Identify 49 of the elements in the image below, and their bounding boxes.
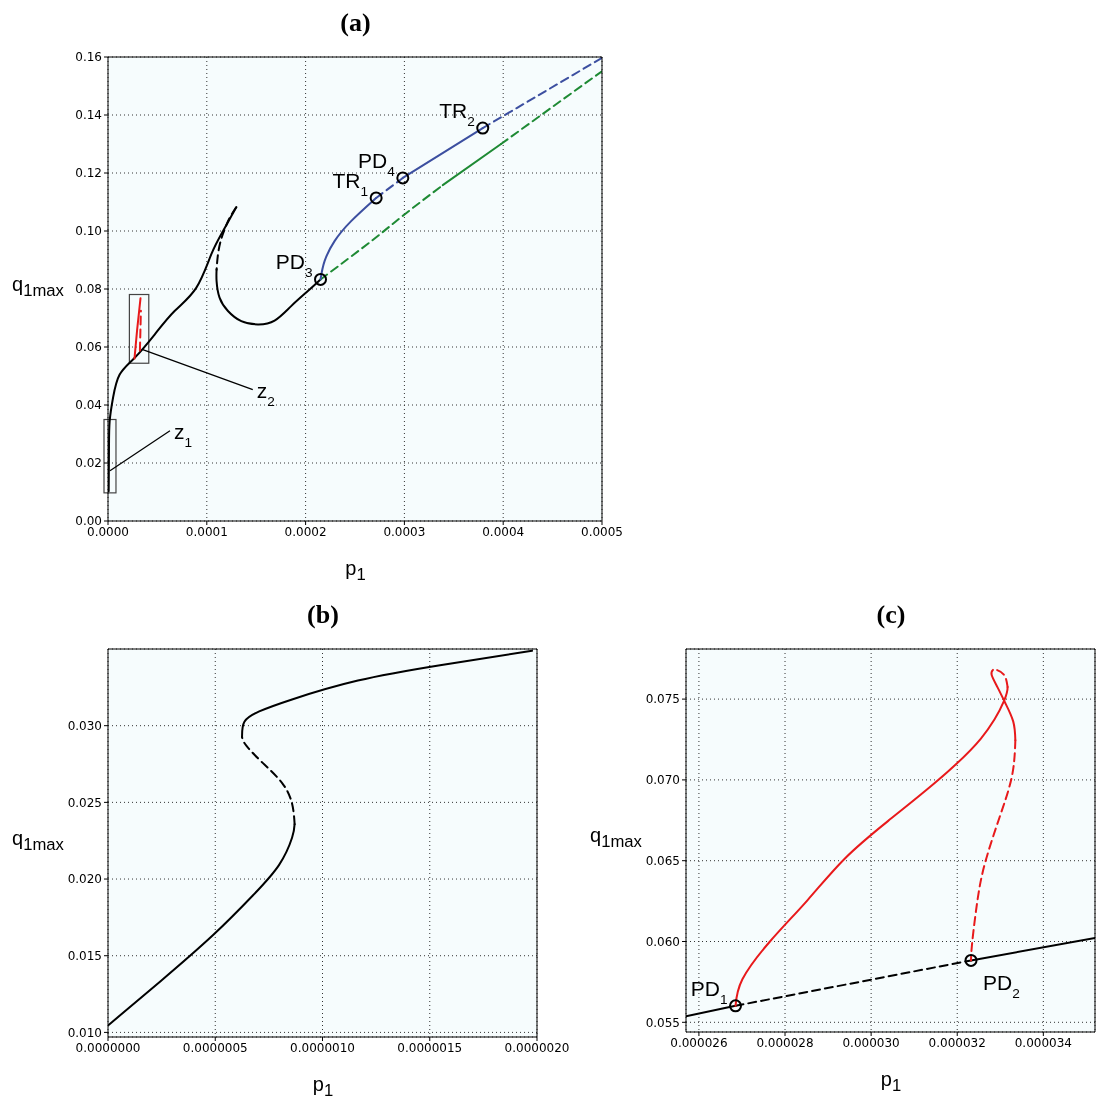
annotation: PD$_{3}$ bbox=[275, 250, 313, 280]
y-tick-label: 0.015 bbox=[67, 948, 102, 963]
x-tick-label: 0.0004 bbox=[482, 524, 525, 539]
x-tick-label: 0.0001 bbox=[185, 524, 228, 539]
y-tick-label: 0.08 bbox=[75, 282, 102, 297]
x-tick-label: 0.0003 bbox=[383, 524, 426, 539]
x-tick-label: 0.0000 bbox=[87, 524, 129, 539]
x-tick-label: 0.000028 bbox=[756, 1035, 814, 1050]
y-tick-label: 0.16 bbox=[75, 50, 102, 65]
y-tick-label: 0.075 bbox=[645, 692, 680, 707]
annotation: z$_{1}$ bbox=[173, 419, 193, 450]
chart-title: (a) bbox=[339, 8, 372, 38]
x-axis-title: p$_{1}$ bbox=[344, 557, 367, 585]
y-tick-label: 0.060 bbox=[645, 934, 680, 949]
x-tick-label: 0.0000015 bbox=[397, 1040, 463, 1055]
y-tick-label: 0.025 bbox=[67, 795, 102, 810]
chart-title: (c) bbox=[875, 600, 907, 630]
x-tick-label: 0.000032 bbox=[928, 1035, 986, 1050]
y-tick-label: 0.030 bbox=[67, 718, 102, 733]
y-tick-label: 0.055 bbox=[645, 1015, 680, 1030]
y-tick-label: 0.010 bbox=[67, 1025, 102, 1040]
annotation: PD$_{1}$ bbox=[690, 976, 728, 1007]
x-tick-label: 0.000030 bbox=[842, 1035, 900, 1050]
y-tick-label: 0.10 bbox=[75, 224, 102, 239]
y-tick-label: 0.06 bbox=[75, 340, 102, 355]
x-tick-label: 0.0000000 bbox=[75, 1040, 141, 1055]
x-tick-label: 0.000026 bbox=[670, 1035, 728, 1050]
y-tick-label: 0.14 bbox=[75, 108, 102, 123]
x-tick-label: 0.0002 bbox=[284, 524, 327, 539]
x-tick-label: 0.0005 bbox=[581, 524, 623, 539]
y-tick-label: 0.020 bbox=[67, 872, 102, 887]
y-tick-label: 0.12 bbox=[75, 166, 102, 181]
y-tick-label: 0.02 bbox=[75, 456, 102, 471]
x-tick-label: 0.0000020 bbox=[504, 1040, 570, 1055]
y-axis-title: q$_{1max}$ bbox=[590, 824, 642, 852]
annotation: PD$_{2}$ bbox=[983, 971, 1020, 1001]
annotation: z$_{2}$ bbox=[256, 378, 275, 409]
y-tick-label: 0.065 bbox=[645, 853, 680, 868]
y-axis-title: q$_{1max}$ bbox=[12, 826, 64, 855]
x-tick-label: 0.000034 bbox=[1014, 1035, 1072, 1050]
x-axis-title: p$_{1}$ bbox=[879, 1068, 903, 1096]
x-axis-title: p$_{1}$ bbox=[311, 1073, 335, 1101]
y-tick-label: 0.04 bbox=[75, 398, 102, 413]
x-tick-label: 0.0000005 bbox=[182, 1040, 248, 1055]
y-tick-label: 0.070 bbox=[645, 773, 680, 788]
y-axis-title: q$_{1max}$ bbox=[12, 272, 64, 301]
chart-title: (b) bbox=[306, 600, 340, 630]
x-tick-label: 0.0000010 bbox=[290, 1040, 355, 1055]
annotation: TR$_{2}$ bbox=[439, 99, 475, 129]
